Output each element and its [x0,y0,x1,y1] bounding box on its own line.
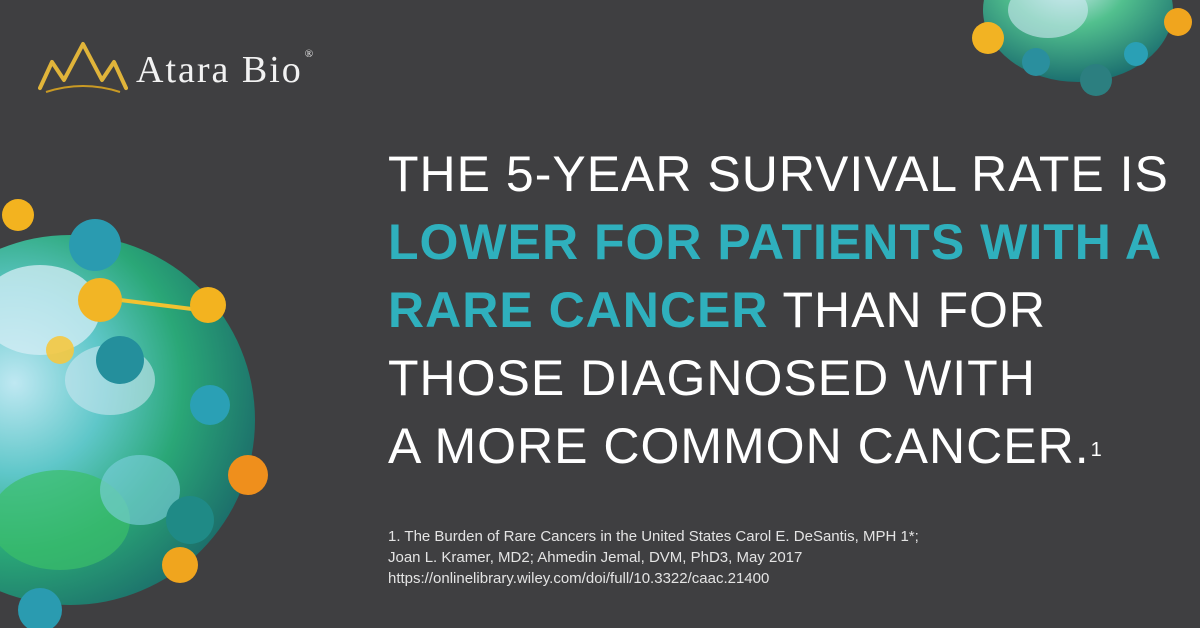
footnote: 1. The Burden of Rare Cancers in the Uni… [388,526,1178,589]
headline-line-3-accent: RARE CANCER [388,282,769,338]
headline-line-5-text: A MORE COMMON CANCER. [388,418,1090,474]
footnote-line-1: 1. The Burden of Rare Cancers in the Uni… [388,528,919,545]
crown-icon [38,42,128,93]
footnote-marker: 1 [1090,439,1103,461]
headline: THE 5-YEAR SURVIVAL RATE IS LOWER FOR PA… [388,140,1188,480]
brand-name: Atara Bio ® [136,48,316,91]
headline-line-5: A MORE COMMON CANCER.1 [388,412,1188,480]
headline-line-2-accent: LOWER FOR PATIENTS WITH A [388,214,1162,270]
virus-illustration-top-right [972,0,1192,96]
registered-mark: ® [304,48,316,60]
footnote-url: https://onlinelibrary.wiley.com/doi/full… [388,570,770,587]
footnote-line-2: Joan L. Kramer, MD2; Ahmedin Jemal, DVM,… [388,549,803,566]
headline-line-3: RARE CANCER THAN FOR [388,276,1188,344]
headline-line-4: THOSE DIAGNOSED WITH [388,350,1036,406]
headline-line-3-rest: THAN FOR [768,282,1046,338]
virus-illustration-left [0,199,268,628]
headline-line-1: THE 5-YEAR SURVIVAL RATE IS [388,146,1169,202]
brand-logo: Atara Bio ® [38,40,315,100]
brand-name-text: Atara Bio [136,49,303,91]
